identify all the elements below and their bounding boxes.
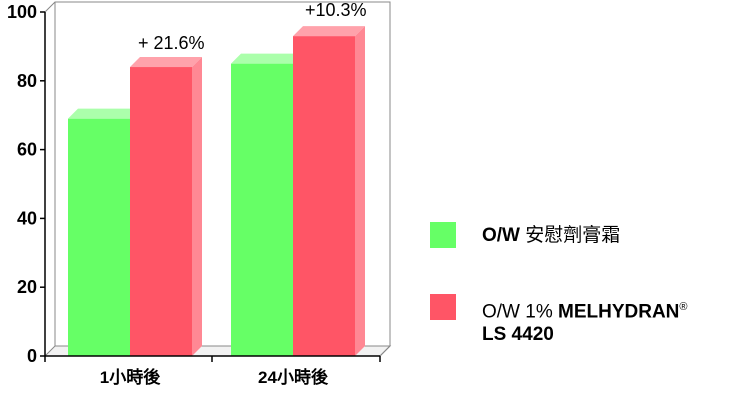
x-category-label: 24小時後 [258,367,329,387]
x-axis: 1小時後 24小時後 [44,355,381,387]
legend-label-placebo: O/W 安慰劑膏霜 [482,224,621,246]
bar-1-1 [293,26,365,357]
y-tick-label: 80 [17,71,37,91]
legend-item-placebo: O/W 安慰劑膏霜 [430,222,725,250]
legend-swatch-red [430,294,456,320]
legend: O/W 安慰劑膏霜 O/W 1% MELHYDRAN® LS 4420 [430,222,725,345]
bar-1-0 [130,57,202,356]
data-label: + 21.6% [138,33,205,53]
bar-side [355,26,365,357]
y-tick-label: 60 [17,140,37,160]
y-tick-label: 0 [27,346,37,366]
bar-top [130,57,202,68]
legend-item-melhydran: O/W 1% MELHYDRAN® LS 4420 [430,294,725,345]
bar-top [231,53,303,64]
bar-front [231,63,293,356]
bar-0-0 [68,108,140,356]
bar-side [192,57,202,356]
bar-front [68,118,130,356]
legend-label-melhydran: O/W 1% MELHYDRAN® LS 4420 [482,301,688,346]
data-label: +10.3% [305,0,367,20]
bar-top [293,26,365,37]
y-axis: 0 20 40 60 80 100 [7,2,46,366]
y-tick-label: 100 [7,2,37,22]
x-category-label: 1小時後 [100,367,161,387]
bar-top [68,108,140,119]
legend-swatch-green [430,222,456,248]
bars [68,26,365,357]
y-tick-label: 40 [17,208,37,228]
bar-0-1 [231,53,303,356]
y-tick-label: 20 [17,277,37,297]
data-labels: + 21.6% +10.3% [138,0,367,53]
bar-front [130,67,192,356]
bar-front [293,36,355,357]
